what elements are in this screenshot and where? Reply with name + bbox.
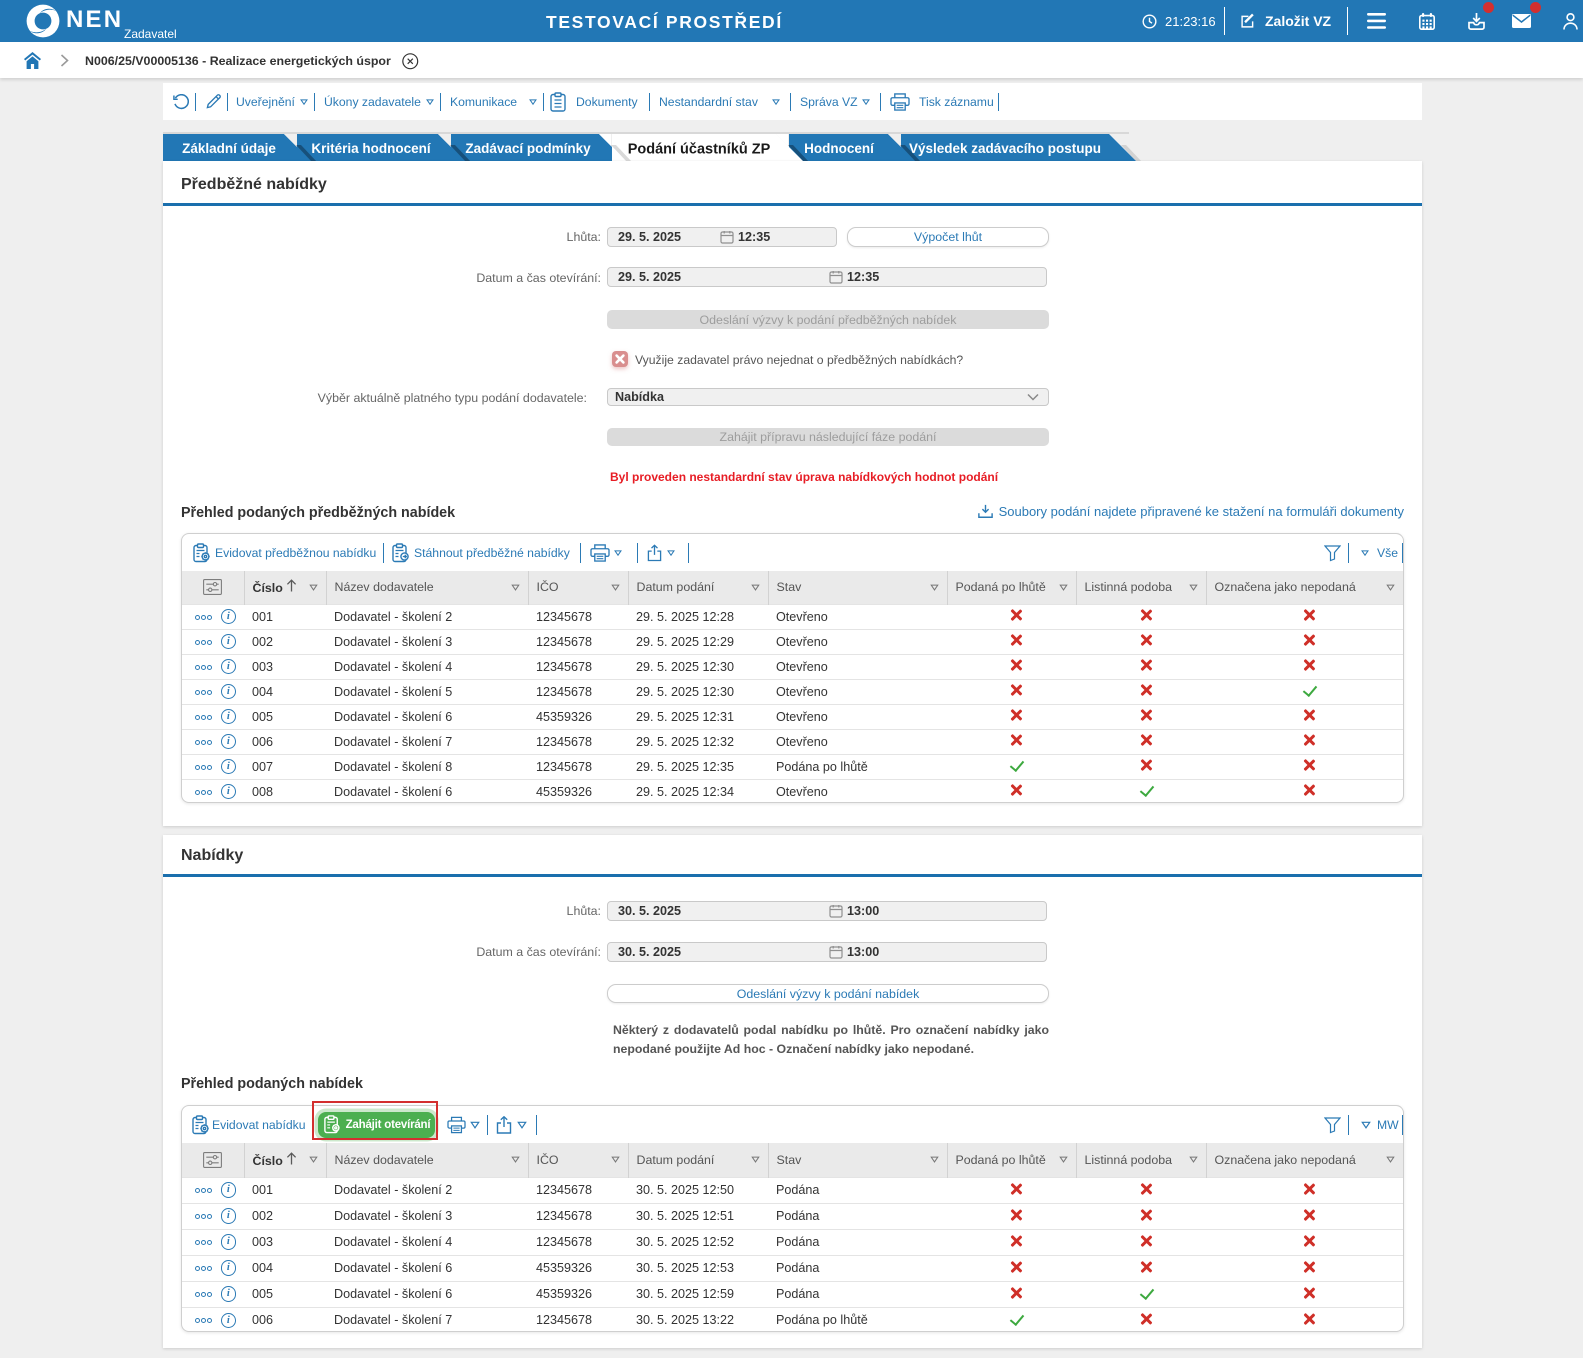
- svg-text:Základní údaje: Základní údaje: [182, 141, 276, 156]
- svg-text:Hodnocení: Hodnocení: [804, 141, 875, 156]
- svg-text:Výsledek zadávacího postupu: Výsledek zadávacího postupu: [909, 141, 1101, 156]
- svg-text:Podání účastníků ZP: Podání účastníků ZP: [628, 142, 771, 158]
- svg-text:Kritéria hodnocení: Kritéria hodnocení: [311, 141, 432, 156]
- svg-text:Zadávací podmínky: Zadávací podmínky: [465, 141, 591, 156]
